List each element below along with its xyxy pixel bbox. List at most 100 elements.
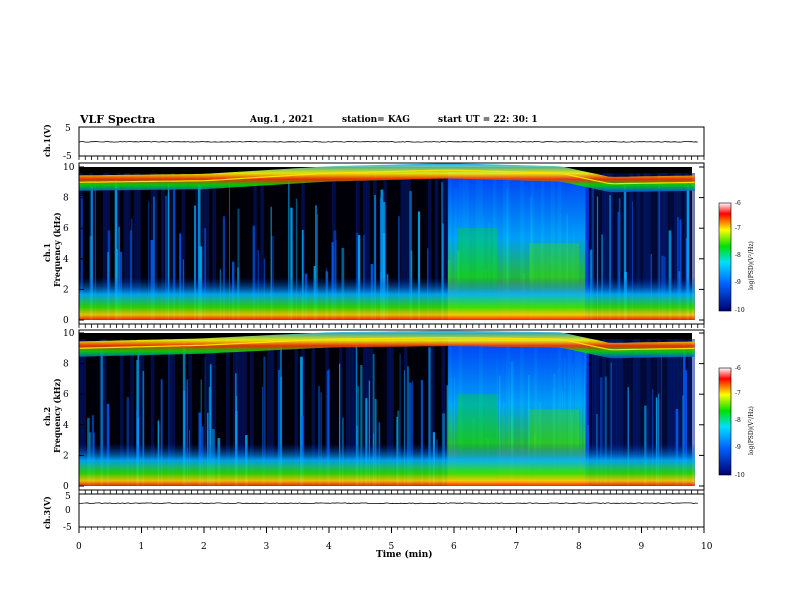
ch1-colorbar-scale [718, 202, 732, 312]
ch2-sferic-streak [627, 387, 629, 486]
time-tick-label: 9 [639, 542, 645, 552]
ch2-sferic-streak [407, 366, 409, 486]
ch2-noise-column [120, 339, 124, 486]
ch1-sferic-streak [148, 201, 150, 320]
ch1-sferic-streak [288, 180, 290, 320]
ch1-noise-column [256, 173, 261, 320]
ch1-sferic-streak [153, 196, 155, 320]
ch1-colorbar-tick-10: -10 [735, 307, 745, 314]
ch1-noise-column [205, 173, 210, 320]
time-tick-label: 1 [139, 542, 145, 552]
ch2-noise-column [82, 339, 87, 486]
ch1-sferic-streak [609, 195, 611, 320]
time-tick-label: 8 [576, 542, 582, 552]
ch1-noise-column [421, 173, 425, 320]
ch1-noise-column [109, 173, 114, 320]
ch2-noise-column [315, 339, 319, 486]
ch1-sferic-streak [290, 207, 293, 320]
ch1-sferic-streak [295, 198, 298, 320]
time-tick-label: 7 [514, 542, 520, 552]
ch1-noise-column [137, 173, 141, 320]
ch2-noise-column [109, 339, 114, 486]
ch2-noise-column [335, 339, 340, 486]
ch2-sferic-streak [610, 362, 612, 486]
ch1-sferic-streak [114, 179, 118, 320]
ch2-sferic-streak [182, 342, 186, 486]
ch1-noise-column [359, 173, 364, 320]
ch1-noise-column [147, 173, 152, 320]
ch2-noise-column [639, 339, 644, 486]
ch2-noise-column [126, 339, 131, 486]
ch1-noise-column [263, 173, 268, 320]
ch1-sferic-streak [677, 217, 679, 320]
ch2-sferic-streak [280, 343, 282, 486]
ch2-sferic-streak [204, 356, 206, 486]
ch2-noise-column [301, 339, 306, 486]
ch2-noise-column [691, 339, 695, 486]
ch2-sferic-streak [429, 347, 430, 486]
ch2-noise-column [270, 339, 275, 486]
ch2-colorbar-scale [718, 367, 732, 476]
ch1-ytick-label: 2 [63, 285, 69, 295]
ch1-noise-column [154, 173, 158, 320]
ch1-noise-column [352, 173, 357, 320]
ch2-noise-column [79, 339, 83, 486]
ch1-sferic-streak [617, 211, 620, 320]
ch2-ytick-label: 6 [63, 390, 69, 400]
ch1-noise-column [691, 173, 695, 320]
ch2-noise-column [232, 339, 237, 486]
ch1-sferic-streak [668, 230, 672, 320]
ch2-noise-column [116, 339, 121, 486]
ch1-noise-column [338, 173, 343, 320]
ch1-noise-column [239, 173, 244, 320]
ch1-ytick-label: 8 [63, 194, 69, 204]
ch1-noise-column [588, 173, 593, 320]
ch1-noise-column [311, 173, 316, 320]
time-tick-label: 5 [389, 542, 395, 552]
ch1-noise-column [407, 173, 412, 320]
ch2-noise-column [366, 339, 371, 486]
ch1-noise-column [431, 173, 436, 320]
ch1-noise-column [246, 173, 251, 320]
ch2-noise-column [438, 339, 442, 486]
ch1-noise-column [96, 173, 100, 320]
ch1-sferic-streak [315, 205, 317, 320]
ch2-sferic-streak [277, 370, 281, 486]
ch1-noise-column [650, 173, 654, 320]
ch2-noise-column [660, 339, 665, 486]
ch1-noise-column [277, 173, 282, 320]
ch1-noise-column [102, 173, 107, 320]
ch1-noise-column [270, 173, 275, 320]
ch1-noise-column [157, 173, 162, 320]
ch1-noise-column [308, 173, 312, 320]
ch3-ytick-bottom: -5 [63, 523, 72, 533]
ch1-noise-column [410, 173, 415, 320]
ch1-sferic-streak [632, 201, 633, 320]
ch2-noise-column [588, 339, 593, 486]
ch1-sferic-streak [80, 196, 83, 320]
ch2-sferic-streak [326, 370, 330, 486]
ch1-noise-column [598, 173, 603, 320]
ch2-noise-column [219, 339, 223, 486]
ch1-voltage-trace [78, 140, 698, 143]
ch2-noise-column [345, 339, 350, 486]
ch2-sferic-streak [655, 397, 658, 486]
ch1-noise-column [250, 173, 254, 320]
ch1-noise-column [219, 173, 223, 320]
ch1-noise-column [99, 173, 104, 320]
ch1-sferic-streak [409, 191, 412, 320]
ch2-noise-column [123, 339, 128, 486]
ch2-colorbar-tick-6: -6 [735, 365, 741, 372]
ch2-noise-column [383, 339, 388, 486]
ch2-noise-column [287, 339, 292, 486]
ch1-colorbar-label: log(PSD)(V²/Hz) [748, 241, 755, 290]
ch1-sferic-streak [398, 216, 400, 320]
ch1-voltage-panel: 5 -5 ch.1(V) [42, 124, 705, 162]
ch2-noise-column [297, 339, 302, 486]
ch2-noise-column [253, 339, 258, 486]
ch1-noise-column [215, 173, 220, 320]
time-axis-label: Time (min) [376, 549, 433, 560]
ch1-sferic-streak [591, 187, 594, 320]
ch2-noise-column [291, 339, 295, 486]
ch1-sferic-streak [383, 201, 386, 320]
